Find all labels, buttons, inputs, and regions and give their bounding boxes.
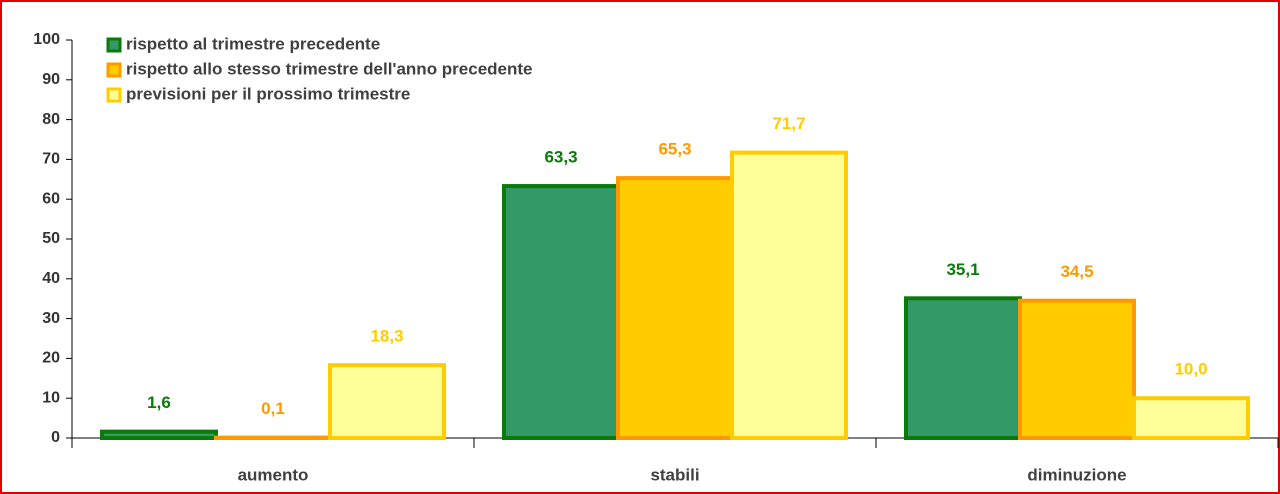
y-tick-label: 10 xyxy=(42,389,60,406)
value-label: 71,7 xyxy=(772,114,805,133)
value-label: 65,3 xyxy=(658,140,691,159)
y-tick-label: 50 xyxy=(42,230,60,247)
value-label: 34,5 xyxy=(1060,262,1093,281)
legend-marker xyxy=(106,87,122,103)
bar xyxy=(904,296,1022,440)
y-tick-label: 70 xyxy=(42,151,60,168)
y-tick-label: 0 xyxy=(51,429,60,446)
bar xyxy=(730,150,848,440)
x-tick-label: stabili xyxy=(650,465,699,484)
value-label: 10,0 xyxy=(1174,360,1207,379)
x-tick-label: diminuzione xyxy=(1027,465,1126,484)
value-label: 35,1 xyxy=(946,260,979,279)
legend-label: rispetto al trimestre precedente xyxy=(126,34,380,53)
bar xyxy=(502,184,620,440)
bar xyxy=(328,363,446,440)
value-label: 63,3 xyxy=(544,148,577,167)
bar xyxy=(1132,396,1250,441)
legend-label: rispetto allo stesso trimestre dell'anno… xyxy=(126,59,533,78)
value-label: 0,1 xyxy=(261,399,285,418)
y-tick-label: 40 xyxy=(42,270,60,287)
value-label: 1,6 xyxy=(147,393,171,412)
bar xyxy=(616,176,734,441)
legend-label: previsioni per il prossimo trimestre xyxy=(126,84,410,103)
bar xyxy=(100,429,218,440)
legend-marker xyxy=(106,37,122,53)
value-label: 18,3 xyxy=(370,327,403,346)
y-tick-label: 90 xyxy=(42,71,60,88)
y-tick-label: 20 xyxy=(42,350,60,367)
x-tick-label: aumento xyxy=(238,465,309,484)
y-tick-label: 80 xyxy=(42,111,60,128)
y-tick-label: 60 xyxy=(42,190,60,207)
y-tick-label: 100 xyxy=(33,31,60,48)
legend-marker xyxy=(106,62,122,78)
y-tick-label: 30 xyxy=(42,310,60,327)
bar xyxy=(1018,298,1136,440)
